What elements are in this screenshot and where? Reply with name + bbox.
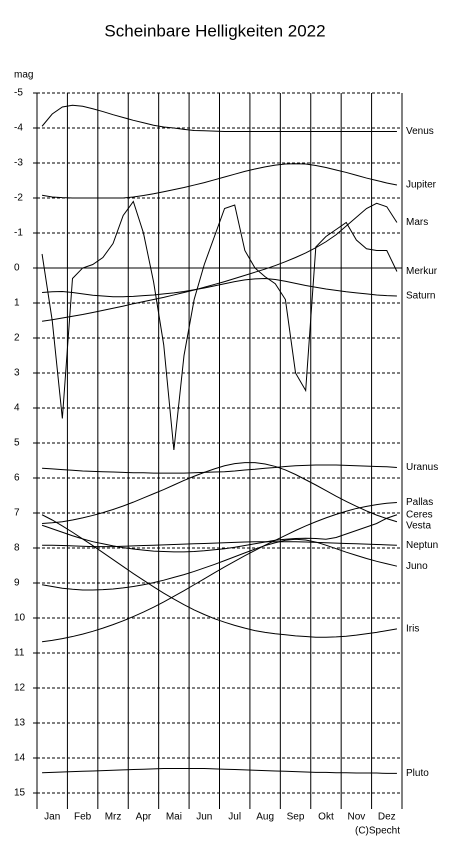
legend-label: Jupiter [406, 180, 437, 191]
y-tick-label: -3 [14, 158, 23, 169]
series-line [42, 202, 398, 322]
legend-label: Merkur [406, 266, 438, 277]
y-tick-label: 7 [14, 508, 20, 519]
legend-label: Mars [406, 217, 428, 228]
x-tick-label: Aug [256, 812, 274, 823]
legend-label: Saturn [406, 291, 435, 302]
x-tick-label: Feb [74, 812, 92, 823]
y-tick-label: -2 [14, 193, 23, 204]
x-tick-label: Jun [196, 812, 212, 823]
series-line [41, 514, 398, 638]
legend-label: Ceres [406, 509, 433, 520]
x-tick-label: Mrz [105, 812, 122, 823]
series-line [41, 514, 398, 553]
y-tick-label: 9 [14, 578, 20, 589]
x-tick-label: Sep [287, 812, 305, 823]
y-tick-label: 1 [14, 298, 20, 309]
series-line [41, 538, 398, 591]
x-tick-label: Jul [228, 812, 241, 823]
series-line [41, 104, 397, 132]
y-tick-label: 4 [14, 403, 20, 414]
y-tick-label: 5 [14, 438, 20, 449]
series-line [42, 277, 397, 298]
y-tick-label: -5 [14, 88, 23, 99]
legend-label: Vesta [406, 520, 431, 531]
x-tick-label: Apr [136, 812, 152, 823]
x-tick-label: Nov [347, 812, 365, 823]
y-axis-label: mag [14, 70, 33, 81]
legend-label: Pallas [406, 497, 433, 508]
series-line [42, 462, 398, 524]
series-line [41, 163, 398, 199]
series-line [42, 464, 397, 474]
x-tick-label: Jan [44, 812, 60, 823]
legend-label: Uranus [406, 462, 438, 473]
series-line [42, 541, 397, 548]
y-tick-label: 11 [14, 648, 25, 659]
y-tick-label: 6 [14, 473, 20, 484]
credit: (C)Specht [355, 826, 400, 837]
legend-label: Iris [406, 623, 419, 634]
y-tick-label: 0 [14, 263, 20, 274]
y-tick-label: 13 [14, 718, 26, 729]
series-line [42, 768, 397, 774]
y-tick-label: 10 [14, 613, 26, 624]
y-tick-label: 15 [14, 788, 26, 799]
chart-title: Scheinbare Helligkeiten 2022 [104, 21, 325, 40]
y-tick-label: 3 [14, 368, 20, 379]
y-tick-label: 2 [14, 333, 20, 344]
series-line [42, 502, 397, 643]
x-tick-label: Mai [166, 812, 182, 823]
y-tick-label: 12 [14, 683, 26, 694]
x-tick-label: Okt [318, 812, 334, 823]
legend-label: Pluto [406, 768, 429, 779]
x-tick-label: Dez [378, 812, 396, 823]
series-line [41, 200, 398, 451]
legend-label: Venus [406, 126, 434, 137]
legend-label: Neptun [406, 540, 438, 551]
y-tick-label: -1 [14, 228, 23, 239]
legend-label: Juno [406, 561, 428, 572]
y-tick-label: 14 [14, 753, 26, 764]
y-tick-label: -4 [14, 123, 23, 134]
y-tick-label: 8 [14, 543, 20, 554]
